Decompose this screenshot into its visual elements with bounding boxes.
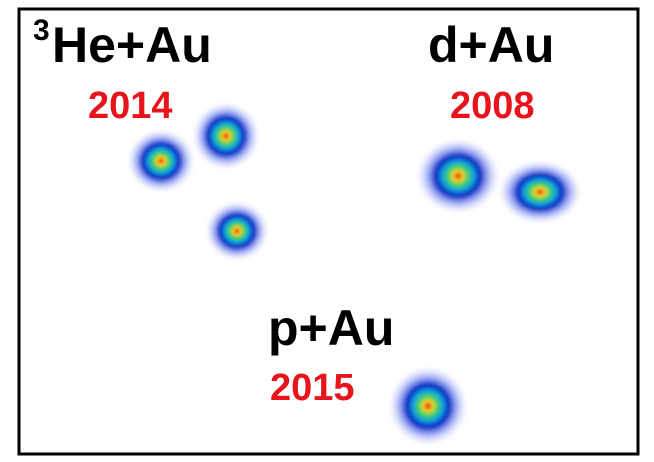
- beam-spot: [388, 366, 468, 446]
- beam-spot: [498, 160, 582, 224]
- year-label: 2008: [450, 85, 535, 127]
- superscript: 3: [33, 14, 50, 47]
- frame: [17, 7, 640, 456]
- system-label: d+Au: [428, 17, 554, 73]
- beam-spot: [192, 102, 260, 170]
- system-label: p+Au: [268, 300, 394, 356]
- year-label: 2014: [88, 85, 173, 127]
- system-label: He+Au: [52, 17, 212, 73]
- beam-spot: [205, 201, 269, 261]
- beam-spots: [127, 102, 582, 446]
- year-label: 2015: [270, 367, 355, 409]
- beam-spot: [416, 138, 500, 214]
- beam-spot: [127, 129, 195, 193]
